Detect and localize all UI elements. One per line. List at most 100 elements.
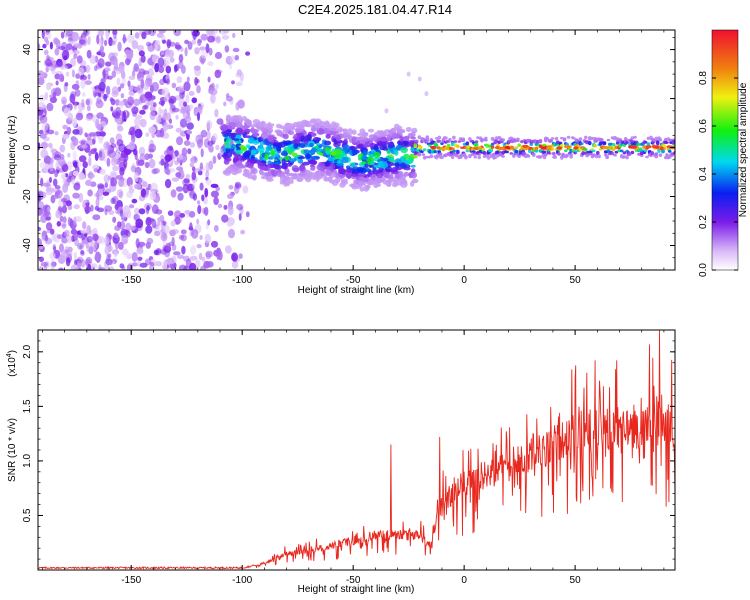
heatmap-cell xyxy=(110,106,114,112)
heatmap-cell xyxy=(109,97,114,103)
heatmap-cell xyxy=(474,142,479,147)
heatmap-cell xyxy=(200,265,206,270)
heatmap-cell xyxy=(582,151,587,155)
heatmap-cell xyxy=(168,145,174,151)
heatmap-cell xyxy=(116,189,124,198)
heatmap-cell xyxy=(43,49,49,56)
heatmap-cell xyxy=(265,172,272,177)
heatmap-cell xyxy=(260,132,269,139)
heatmap-cell xyxy=(130,165,137,173)
heatmap-cell xyxy=(168,118,173,124)
heatmap-cell xyxy=(69,218,74,228)
heatmap-cell xyxy=(245,161,250,168)
heatmap-cell xyxy=(206,261,214,268)
heatmap-cell xyxy=(310,147,318,153)
heatmap-cell xyxy=(285,123,293,127)
heatmap-cell xyxy=(389,141,394,147)
heatmap-cell xyxy=(572,148,576,152)
heatmap-cell xyxy=(456,144,460,149)
heatmap-cell xyxy=(72,170,79,177)
heatmap-cell xyxy=(113,66,120,72)
heatmap-cell xyxy=(178,234,185,240)
heatmap-cell xyxy=(276,129,283,136)
heatmap-cell xyxy=(215,83,219,90)
heatmap-cell xyxy=(97,136,105,141)
heatmap-cell xyxy=(650,151,655,156)
heatmap-cell xyxy=(177,192,184,201)
heatmap-cell xyxy=(72,192,80,199)
heatmap-cell xyxy=(568,145,572,149)
heatmap-cell xyxy=(615,141,620,145)
y-tick-label: 1.0 xyxy=(22,454,33,468)
heatmap-cell xyxy=(316,123,323,127)
heatmap-cell xyxy=(226,221,233,228)
heatmap-cell xyxy=(655,141,660,146)
heatmap-cell xyxy=(163,125,170,130)
heatmap-cell xyxy=(242,146,248,152)
heatmap-cell xyxy=(538,139,543,144)
heatmap-cell xyxy=(73,259,78,266)
snr-series-line xyxy=(38,330,675,570)
heatmap-cell xyxy=(572,136,576,140)
heatmap-cell xyxy=(324,140,332,146)
heatmap-cell xyxy=(391,162,396,166)
heatmap-cell xyxy=(111,70,117,78)
heatmap-cell xyxy=(370,161,375,166)
heatmap-cell xyxy=(335,176,341,184)
heatmap-cell xyxy=(404,135,410,140)
heatmap-cell xyxy=(296,121,303,125)
heatmap-cell xyxy=(86,235,93,243)
heatmap-cell xyxy=(100,77,106,84)
heatmap-cell xyxy=(396,128,405,134)
heatmap-cell xyxy=(115,175,124,180)
heatmap-cell xyxy=(144,161,150,169)
heatmap-cell xyxy=(481,147,486,151)
heatmap-cell xyxy=(228,228,235,239)
heatmap-cell xyxy=(284,140,292,146)
heatmap-cell xyxy=(373,164,381,168)
heatmap-cell xyxy=(600,138,604,143)
heatmap-cell xyxy=(140,188,147,198)
heatmap-cell xyxy=(351,136,357,143)
heatmap-cell xyxy=(315,148,324,152)
heatmap-cell xyxy=(63,107,71,117)
heatmap-cell xyxy=(267,135,275,143)
heatmap-cell xyxy=(148,70,155,76)
heatmap-cell xyxy=(387,179,394,183)
heatmap-cell xyxy=(171,236,175,247)
heatmap-cell xyxy=(646,142,651,146)
heatmap-cell xyxy=(359,128,366,135)
heatmap-cell xyxy=(72,150,77,161)
heatmap-cell xyxy=(63,55,68,61)
heatmap-cell xyxy=(548,152,552,155)
heatmap-cell xyxy=(139,262,148,268)
heatmap-cell xyxy=(257,121,265,128)
colorbar-tick-label: 0.4 xyxy=(698,167,709,181)
heatmap-cell xyxy=(573,146,579,150)
heatmap-cell xyxy=(642,145,646,149)
heatmap-cell xyxy=(92,164,100,170)
heatmap-cell xyxy=(349,183,357,188)
heatmap-cell xyxy=(80,250,85,256)
heatmap-cell xyxy=(493,156,498,160)
heatmap-cell xyxy=(522,144,529,148)
heatmap-cell xyxy=(227,193,234,199)
heatmap-cell xyxy=(110,156,117,167)
heatmap-cell xyxy=(94,251,102,262)
heatmap-cell xyxy=(120,93,125,99)
heatmap-cell xyxy=(310,166,316,171)
heatmap-cell xyxy=(38,174,41,179)
spectrogram-y-axis: -40 -20 0 20 40 xyxy=(22,36,675,271)
heatmap-cell xyxy=(367,128,375,133)
heatmap-cell xyxy=(553,155,557,159)
heatmap-cell xyxy=(207,35,216,43)
snr-x-axis: -150 -100 -50 0 50 xyxy=(42,330,665,586)
heatmap-cell xyxy=(82,161,88,169)
heatmap-cell xyxy=(474,146,479,151)
heatmap-cell xyxy=(657,148,661,153)
heatmap-cell xyxy=(450,155,455,159)
heatmap-cell xyxy=(311,156,319,160)
heatmap-cell xyxy=(250,128,258,134)
heatmap-cell xyxy=(349,145,355,150)
